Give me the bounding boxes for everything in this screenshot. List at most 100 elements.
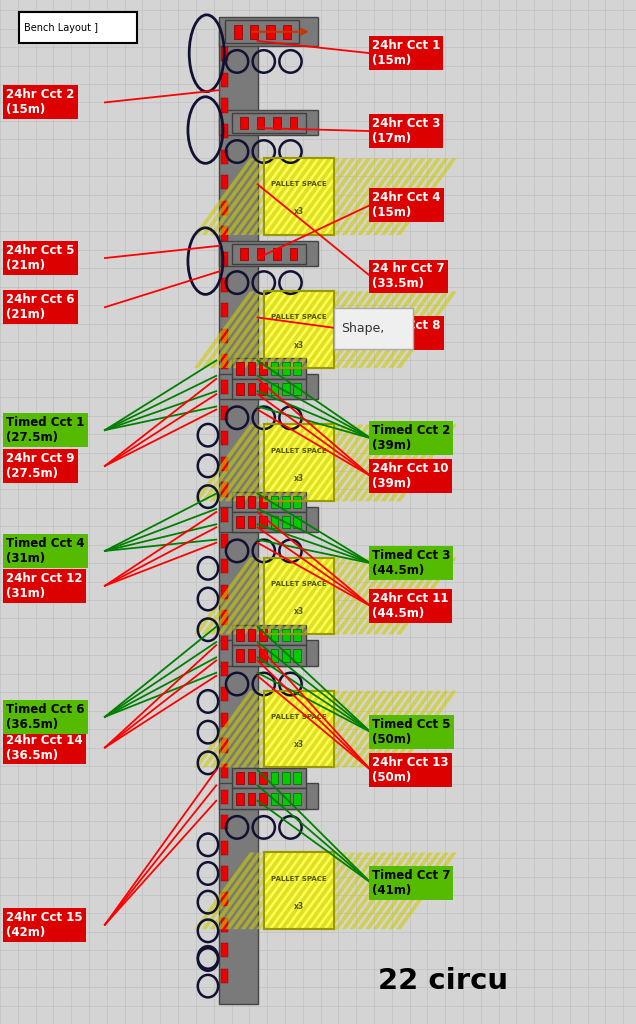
- Bar: [293, 793, 301, 805]
- Bar: [221, 713, 228, 727]
- Polygon shape: [380, 424, 441, 501]
- Polygon shape: [209, 158, 270, 234]
- FancyBboxPatch shape: [334, 308, 413, 349]
- Bar: [221, 482, 228, 497]
- Polygon shape: [256, 691, 317, 768]
- Polygon shape: [279, 424, 340, 501]
- Polygon shape: [365, 158, 425, 234]
- Bar: [237, 496, 244, 508]
- Bar: [270, 772, 278, 784]
- Text: 24hr Cct 15
(42m): 24hr Cct 15 (42m): [6, 910, 83, 939]
- Polygon shape: [342, 291, 403, 368]
- Bar: [264, 690, 334, 768]
- Polygon shape: [240, 424, 301, 501]
- Polygon shape: [194, 852, 254, 930]
- Bar: [221, 354, 228, 369]
- Bar: [221, 815, 228, 829]
- Polygon shape: [295, 424, 356, 501]
- Bar: [264, 852, 334, 930]
- Polygon shape: [310, 291, 371, 368]
- Polygon shape: [287, 158, 348, 234]
- Polygon shape: [373, 852, 433, 930]
- Bar: [221, 687, 228, 701]
- Text: 24hr Cct 14
(36.5m): 24hr Cct 14 (36.5m): [6, 733, 83, 762]
- Text: Timed Cct 4
(31m): Timed Cct 4 (31m): [6, 537, 85, 565]
- Polygon shape: [380, 557, 441, 634]
- Bar: [221, 380, 228, 394]
- Polygon shape: [303, 691, 363, 768]
- Bar: [219, 640, 318, 666]
- Bar: [232, 768, 306, 788]
- Polygon shape: [249, 158, 309, 234]
- Text: x3: x3: [294, 208, 304, 216]
- Bar: [293, 649, 301, 662]
- Polygon shape: [202, 424, 263, 501]
- Bar: [248, 793, 256, 805]
- Polygon shape: [225, 291, 286, 368]
- Bar: [293, 496, 301, 508]
- Bar: [270, 649, 278, 662]
- Polygon shape: [396, 424, 457, 501]
- Polygon shape: [295, 158, 356, 234]
- Polygon shape: [357, 291, 418, 368]
- Bar: [219, 110, 318, 135]
- Polygon shape: [202, 691, 263, 768]
- Polygon shape: [209, 852, 270, 930]
- Polygon shape: [380, 852, 441, 930]
- Polygon shape: [256, 158, 317, 234]
- Text: Timed Cct 2
(39m): Timed Cct 2 (39m): [372, 424, 450, 453]
- Polygon shape: [396, 291, 457, 368]
- Polygon shape: [225, 557, 286, 634]
- Bar: [221, 790, 228, 804]
- Text: 24hr Cct 10
(39m): 24hr Cct 10 (39m): [372, 462, 448, 490]
- Polygon shape: [334, 291, 394, 368]
- Polygon shape: [319, 852, 379, 930]
- Polygon shape: [272, 291, 333, 368]
- Polygon shape: [218, 852, 278, 930]
- Text: x3: x3: [294, 341, 304, 349]
- Polygon shape: [264, 691, 324, 768]
- Polygon shape: [194, 424, 254, 501]
- Polygon shape: [373, 424, 433, 501]
- Polygon shape: [342, 424, 403, 501]
- Bar: [270, 383, 278, 395]
- Polygon shape: [380, 158, 441, 234]
- Polygon shape: [272, 158, 333, 234]
- Bar: [221, 175, 228, 189]
- Bar: [264, 291, 334, 368]
- Bar: [221, 559, 228, 573]
- Bar: [232, 379, 306, 399]
- Bar: [282, 516, 289, 528]
- Polygon shape: [264, 557, 324, 634]
- Bar: [248, 772, 256, 784]
- Polygon shape: [279, 557, 340, 634]
- Polygon shape: [295, 691, 356, 768]
- Polygon shape: [264, 158, 324, 234]
- Bar: [270, 496, 278, 508]
- Polygon shape: [319, 158, 379, 234]
- Polygon shape: [279, 291, 340, 368]
- Polygon shape: [256, 424, 317, 501]
- Text: Shape,: Shape,: [342, 323, 385, 335]
- Bar: [237, 793, 244, 805]
- Bar: [221, 969, 228, 983]
- Polygon shape: [256, 557, 317, 634]
- Polygon shape: [349, 291, 410, 368]
- Polygon shape: [249, 691, 309, 768]
- Text: 24hr Cct 13
(50m): 24hr Cct 13 (50m): [372, 756, 448, 784]
- Bar: [283, 25, 291, 39]
- Polygon shape: [202, 158, 263, 234]
- Polygon shape: [396, 158, 457, 234]
- Text: 24hr Cct 12
(31m): 24hr Cct 12 (31m): [6, 571, 83, 600]
- Bar: [270, 793, 278, 805]
- Bar: [232, 492, 306, 512]
- Text: Timed Cct 7
(41m): Timed Cct 7 (41m): [372, 868, 450, 897]
- Polygon shape: [334, 557, 394, 634]
- Bar: [225, 20, 300, 43]
- Polygon shape: [310, 158, 371, 234]
- Bar: [273, 117, 280, 129]
- Bar: [282, 629, 289, 641]
- Polygon shape: [272, 691, 333, 768]
- Polygon shape: [396, 852, 457, 930]
- Bar: [221, 738, 228, 753]
